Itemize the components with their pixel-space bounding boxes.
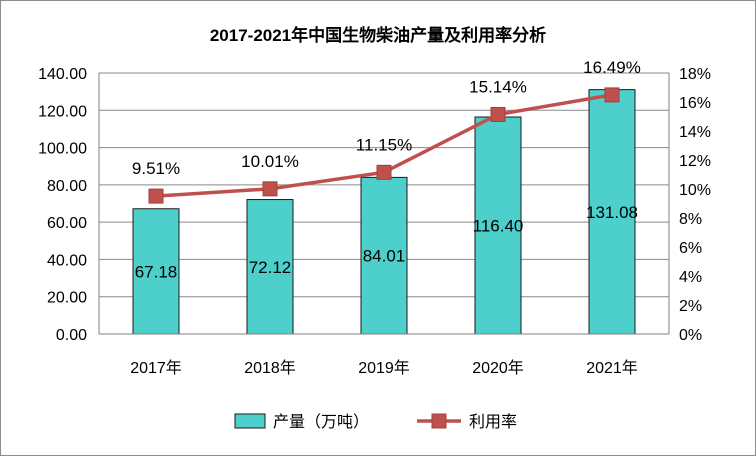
bar xyxy=(474,116,522,335)
line-data-label: 9.51% xyxy=(132,159,180,178)
y-right-tick-label: 2% xyxy=(679,298,702,315)
legend-swatch-bar xyxy=(234,413,266,429)
bar-data-label: 116.40 xyxy=(473,216,524,235)
line-data-label: 16.49% xyxy=(583,58,641,77)
bar-data-label: 67.18 xyxy=(135,262,178,281)
line-marker xyxy=(376,164,392,180)
bar-data-label: 131.08 xyxy=(586,203,638,222)
line-data-label: 10.01% xyxy=(241,152,299,171)
y-left-tick-label: 20.00 xyxy=(47,290,87,307)
bar-series xyxy=(132,89,636,335)
y-right-tick-label: 8% xyxy=(679,211,702,228)
line-marker xyxy=(262,181,278,197)
y-right-tick-label: 14% xyxy=(679,124,711,141)
x-tick-label: 2018年 xyxy=(244,359,296,377)
y-right-tick-label: 18% xyxy=(679,66,711,83)
legend-label-bar: 产量（万吨） xyxy=(273,413,369,431)
line-marker xyxy=(148,188,164,204)
y-right-tick-label: 12% xyxy=(679,153,711,170)
y-right-tick-label: 6% xyxy=(679,240,702,257)
axes xyxy=(98,73,670,335)
y-right-tick-label: 16% xyxy=(679,95,711,112)
x-tick-label: 2017年 xyxy=(130,359,182,377)
bar-data-label: 72.12 xyxy=(249,258,292,277)
legend: 产量（万吨） 利用率 xyxy=(234,413,517,431)
line-marker xyxy=(490,106,506,122)
line-series xyxy=(148,87,620,204)
line-marker xyxy=(604,87,620,103)
y-left-tick-label: 120.00 xyxy=(38,103,87,120)
y-left-tick-label: 60.00 xyxy=(47,215,87,232)
y-left-tick-label: 40.00 xyxy=(47,252,87,269)
bar-data-label: 84.01 xyxy=(363,247,406,266)
x-tick-label: 2021年 xyxy=(586,359,638,377)
tick-labels: 0.00 20.00 40.00 60.00 80.00 100.00 120.00 140.… xyxy=(38,66,711,377)
y-right-tick-label: 0% xyxy=(679,327,702,344)
chart-title: 2017-2021年中国生物柴油产量及利用率分析 xyxy=(210,25,546,45)
x-tick-label: 2019年 xyxy=(358,359,410,377)
y-right-tick-label: 10% xyxy=(679,182,711,199)
y-left-tick-label: 0.00 xyxy=(56,327,87,344)
y-left-tick-label: 80.00 xyxy=(47,178,87,195)
y-left-tick-label: 140.00 xyxy=(38,66,87,83)
legend-swatch-marker xyxy=(431,413,447,429)
bar xyxy=(360,176,408,335)
data-labels: 67.18 72.12 84.01 116.40 131.08 9.51% 10.01% 11… xyxy=(132,58,641,281)
y-left-tick-label: 100.00 xyxy=(38,141,87,158)
x-tick-label: 2020年 xyxy=(472,359,524,377)
legend-label-line: 利用率 xyxy=(469,413,517,431)
line-data-label: 11.15% xyxy=(356,135,412,154)
line-data-label: 15.14% xyxy=(469,77,527,96)
bar xyxy=(588,89,636,335)
y-right-tick-label: 4% xyxy=(679,269,702,286)
bar xyxy=(246,199,294,335)
